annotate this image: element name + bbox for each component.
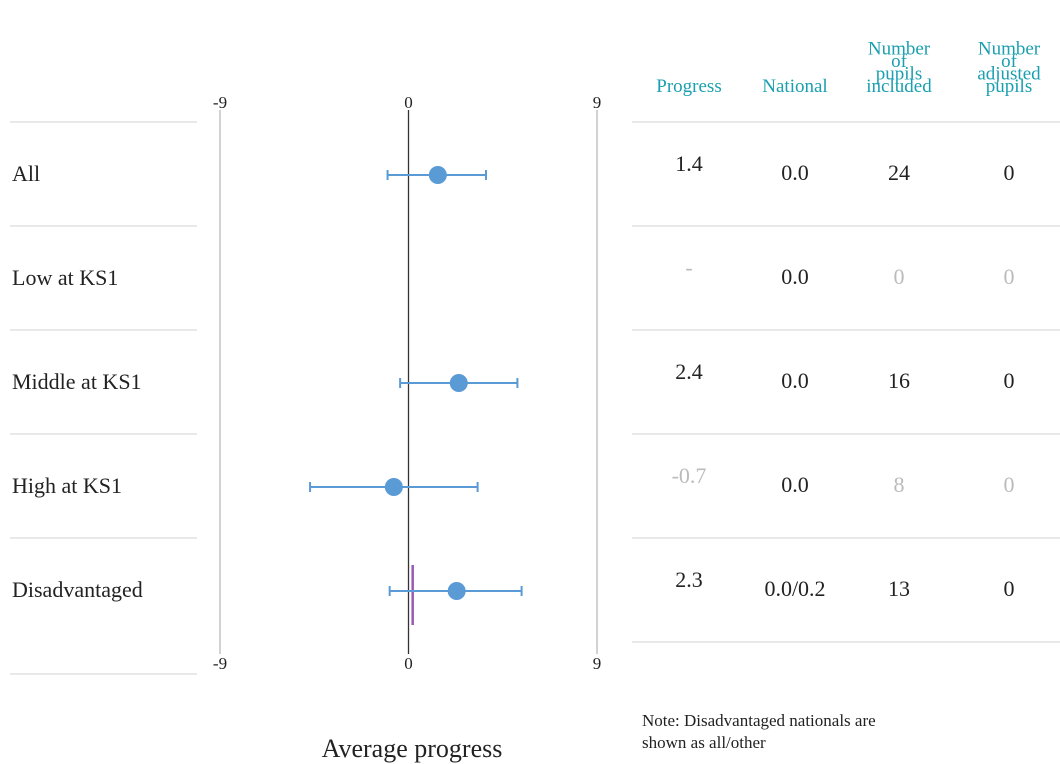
table-cell: 0 — [894, 264, 905, 289]
column-header: Number — [868, 39, 931, 60]
column-header: included — [866, 76, 932, 97]
column-header: Number — [978, 39, 1041, 60]
data-point — [384, 478, 403, 496]
note: Note: Disadvantaged nationals are shown a… — [642, 711, 876, 752]
data-point — [428, 166, 447, 184]
row-label: Low at KS1 — [12, 265, 118, 290]
table-cell: 8 — [894, 472, 905, 497]
note-line: shown as all/other — [642, 733, 766, 752]
table-cell: 0 — [1004, 160, 1015, 185]
table-cell: 0.0 — [781, 160, 809, 185]
column-header: National — [762, 76, 827, 97]
table-cell: -0.7 — [672, 463, 707, 488]
x-tick-label-top: 0 — [404, 93, 413, 112]
table-cell: 0 — [1004, 264, 1015, 289]
row-label: High at KS1 — [12, 473, 122, 498]
labels-layer: All Low at KS1 Middle at KS1 High at KS1 Dis… — [12, 161, 143, 602]
data-point — [447, 582, 466, 600]
table-cell: 24 — [888, 160, 910, 185]
table-cell: 0 — [1004, 472, 1015, 497]
marks-layer — [309, 166, 523, 625]
row-label: Disadvantaged — [12, 577, 143, 602]
table-cell: - — [685, 255, 692, 280]
table-cell: 1.4 — [675, 151, 703, 176]
table-cell: 0 — [1004, 368, 1015, 393]
table-cell: 0 — [1004, 576, 1015, 601]
table-cell: 2.3 — [675, 567, 703, 592]
table-cell: 0.0 — [781, 264, 809, 289]
table-layer: Progress NationalNumberofpupilsincludedNu… — [656, 39, 1041, 602]
column-header: of — [1001, 51, 1018, 72]
table-cell: 0.0/0.2 — [764, 576, 825, 601]
column-header: adjusted — [977, 64, 1041, 85]
x-tick-label-bottom: -9 — [213, 654, 227, 673]
x-tick-label-bottom: 9 — [593, 654, 602, 673]
table-cell: 13 — [888, 576, 910, 601]
table-cell: 16 — [888, 368, 910, 393]
grid-layer — [10, 121, 1060, 675]
data-point — [449, 374, 468, 392]
column-header: of — [891, 51, 908, 72]
column-header: Progress — [656, 76, 721, 97]
table-cell: 0.0 — [781, 472, 809, 497]
note-line: Note: Disadvantaged nationals are — [642, 711, 876, 730]
table-cell: 2.4 — [675, 359, 703, 384]
table-cell: 0.0 — [781, 368, 809, 393]
x-tick-label-bottom: 0 — [404, 654, 413, 673]
x-tick-label-top: 9 — [593, 93, 602, 112]
x-axis-title: Average progress — [322, 734, 503, 763]
row-label: Middle at KS1 — [12, 369, 142, 394]
column-header: pupils — [876, 64, 922, 85]
axis-layer: -9 -9 0 0 9 9 — [213, 93, 601, 673]
x-tick-label-top: -9 — [213, 93, 227, 112]
column-header: pupils — [986, 76, 1032, 97]
row-label: All — [12, 161, 40, 186]
